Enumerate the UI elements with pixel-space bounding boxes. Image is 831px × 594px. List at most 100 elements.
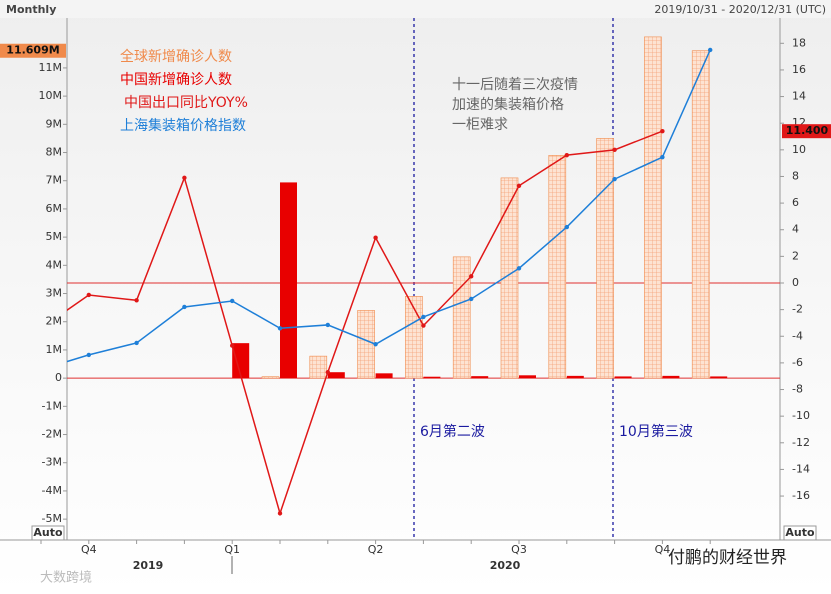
bar [596, 138, 614, 379]
y-tick-label: 5M [46, 230, 63, 243]
period: Monthly [6, 3, 56, 16]
y2-tick-label: 14 [792, 90, 806, 103]
watermark: 大数跨境 [40, 571, 92, 586]
y2-tick-label: 18 [792, 36, 806, 49]
point [373, 342, 378, 347]
bar [519, 375, 536, 379]
y-tick-label: -4M [42, 484, 62, 497]
point [612, 176, 617, 182]
annotation: 一柜难求 [452, 117, 508, 133]
wave-label: 6月第二波 [420, 423, 485, 440]
bar [644, 36, 662, 379]
year-label: 2020 [490, 559, 521, 572]
wave-label: 10月第三波 [619, 423, 693, 440]
y-tick-label: 1M [46, 343, 63, 356]
point [86, 352, 92, 358]
y2-tick-label: 4 [792, 223, 799, 236]
y-tick-label: 8M [46, 146, 63, 159]
point [516, 183, 522, 188]
y-tick-label: -5M [42, 512, 62, 525]
bar [614, 376, 632, 379]
point [612, 147, 617, 153]
y2-tick-label: -10 [792, 409, 810, 422]
point [325, 322, 330, 328]
bar [423, 376, 441, 379]
legend-entry: 中国新增确诊人数 [120, 72, 232, 88]
bar [261, 376, 280, 379]
point [277, 511, 283, 516]
point [230, 298, 235, 304]
bar [548, 155, 567, 379]
point [469, 274, 474, 279]
y-tick-label: -1M [42, 399, 62, 412]
bar [280, 182, 297, 379]
auto-button[interactable] [783, 525, 817, 541]
point [421, 314, 426, 320]
bar [327, 372, 345, 379]
auto-button-label[interactable]: Auto [785, 526, 815, 539]
point [86, 292, 92, 298]
date-range: 2019/10/31 - 2020/12/31 (UTC) [654, 3, 826, 16]
bar [309, 355, 328, 379]
value-tag [0, 43, 66, 58]
x-tick-label: Q4 [81, 543, 97, 556]
y2-tick-label: 6 [792, 196, 799, 209]
y-tick-label: 3M [46, 287, 63, 300]
point [277, 326, 283, 331]
point [230, 343, 235, 348]
bar [471, 376, 489, 379]
point [325, 370, 330, 375]
year-label: 2019 [133, 559, 164, 572]
bar [500, 177, 519, 379]
point [373, 235, 378, 240]
bar [375, 373, 393, 379]
y-tick-label: 4M [46, 258, 63, 271]
point [564, 224, 569, 230]
point [516, 266, 522, 271]
y-tick-label: -3M [42, 456, 62, 469]
bar [357, 310, 375, 379]
y-tick-label: -2M [42, 428, 62, 441]
x-tick-label: Q4 [655, 543, 671, 556]
value-label: 11.400 [786, 124, 829, 137]
bar [566, 375, 584, 379]
x-tick-label: Q1 [224, 543, 240, 556]
y-tick-label: 11M [39, 61, 63, 74]
y-tick-label: 9M [46, 117, 63, 130]
legend-entry: 上海集装箱价格指数 [120, 117, 246, 134]
legend-entry: 全球新增确诊人数 [120, 48, 232, 65]
auto-button-label[interactable]: Auto [33, 526, 63, 539]
plot [67, 36, 728, 516]
x-tick-label: Q3 [511, 543, 527, 556]
y-tick-label: 6M [46, 202, 63, 215]
line [67, 130, 663, 516]
y-tick-label: 2M [46, 315, 63, 328]
y2-tick-label: -6 [792, 356, 803, 369]
y2-tick-label: -2 [792, 303, 803, 316]
y-tick-label: 0 [55, 371, 62, 384]
point [182, 175, 187, 180]
legend-entry: 中国出口同比YOY% [124, 95, 248, 111]
bar [691, 50, 710, 379]
y2-tick-label: 16 [792, 63, 806, 76]
annotation: 加速的集装箱价格 [452, 96, 564, 113]
point [469, 296, 474, 302]
point [134, 298, 139, 303]
point [660, 128, 665, 134]
annotation: 十一后随着三次疫情 [452, 77, 578, 93]
y-tick-label: 7M [46, 174, 63, 187]
y2-tick-label: 10 [792, 143, 806, 156]
y2-tick-label: 2 [792, 249, 799, 262]
point [708, 47, 713, 53]
value-tag [782, 124, 831, 139]
y2-tick-label: 8 [792, 169, 799, 182]
watermark: 付鹏的财经世界 [668, 548, 787, 568]
value-label: 11.609M [6, 44, 59, 57]
auto-button[interactable] [31, 525, 65, 541]
y-tick-label: 10M [39, 89, 63, 102]
bar [710, 376, 728, 379]
y2-tick-label: 0 [792, 276, 799, 289]
point [564, 152, 569, 158]
bar [452, 256, 471, 379]
